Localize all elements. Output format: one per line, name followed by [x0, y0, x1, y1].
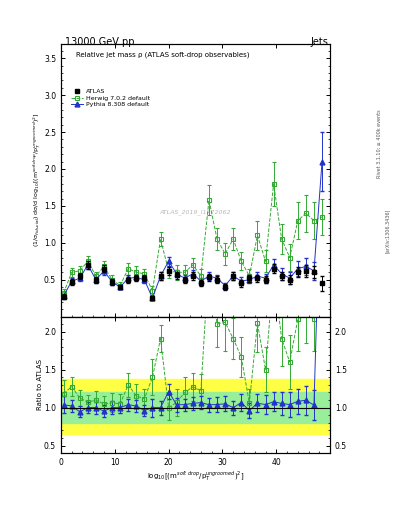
Y-axis label: (1/σ$_{fiducial}$) dσ/d log$_{10}$[(m$^{soft drop}$/p$_T^{ungroomed}$)$^2$]: (1/σ$_{fiducial}$) dσ/d log$_{10}$[(m$^{… — [31, 113, 42, 247]
Text: [arXiv:1306.3436]: [arXiv:1306.3436] — [385, 208, 389, 252]
Legend: ATLAS, Herwig 7.0.2 default, Pythia 8.308 default: ATLAS, Herwig 7.0.2 default, Pythia 8.30… — [70, 88, 151, 109]
X-axis label: log$_{10}$[(m$^{soft\ drop}$/p$_T^{ungroomed}$)$^2$]: log$_{10}$[(m$^{soft\ drop}$/p$_T^{ungro… — [147, 470, 244, 483]
Y-axis label: Ratio to ATLAS: Ratio to ATLAS — [37, 359, 42, 410]
Text: 13000 GeV pp: 13000 GeV pp — [65, 37, 134, 47]
Text: Jets: Jets — [310, 37, 328, 47]
Text: Relative jet mass ρ (ATLAS soft-drop observables): Relative jet mass ρ (ATLAS soft-drop obs… — [77, 52, 250, 58]
Text: ATLAS_2019_I1772062: ATLAS_2019_I1772062 — [160, 209, 231, 215]
Text: Rivet 3.1.10; ≥ 400k events: Rivet 3.1.10; ≥ 400k events — [377, 109, 382, 178]
